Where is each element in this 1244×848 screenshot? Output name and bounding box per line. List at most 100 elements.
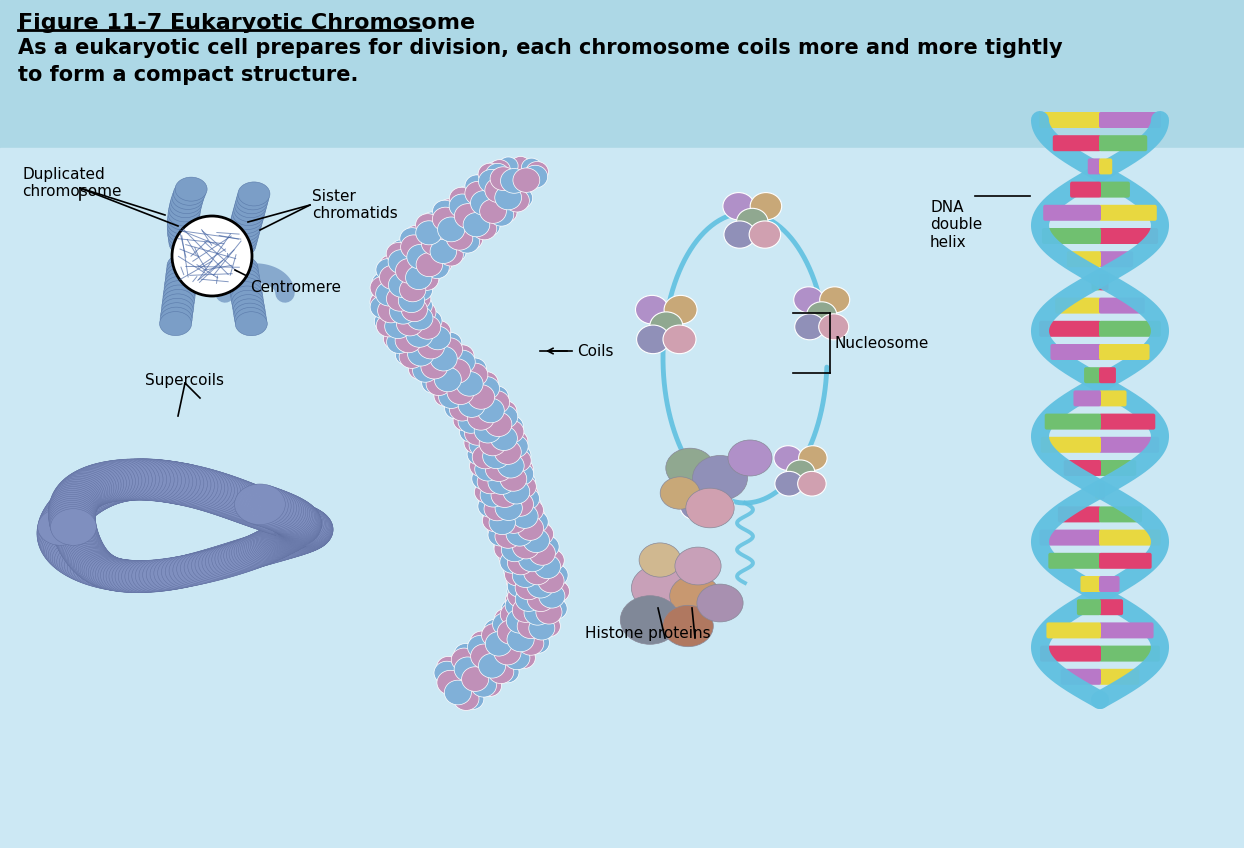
Ellipse shape	[44, 533, 87, 567]
Ellipse shape	[160, 307, 192, 331]
Ellipse shape	[60, 546, 102, 580]
Ellipse shape	[260, 494, 310, 533]
Ellipse shape	[521, 158, 541, 176]
Ellipse shape	[39, 506, 85, 544]
Ellipse shape	[464, 191, 484, 209]
Ellipse shape	[281, 506, 328, 544]
Ellipse shape	[449, 350, 475, 374]
Ellipse shape	[159, 464, 211, 505]
Ellipse shape	[208, 544, 248, 576]
Ellipse shape	[455, 231, 480, 253]
Ellipse shape	[661, 477, 700, 509]
Ellipse shape	[469, 433, 495, 457]
Ellipse shape	[164, 276, 197, 300]
Ellipse shape	[136, 560, 175, 592]
Ellipse shape	[425, 337, 445, 354]
Ellipse shape	[462, 416, 481, 436]
Ellipse shape	[271, 512, 317, 548]
Ellipse shape	[259, 522, 301, 556]
Ellipse shape	[45, 534, 88, 569]
Ellipse shape	[511, 647, 535, 668]
Ellipse shape	[437, 338, 463, 361]
Ellipse shape	[529, 616, 555, 640]
Ellipse shape	[175, 553, 214, 585]
Ellipse shape	[379, 306, 399, 325]
Ellipse shape	[374, 311, 397, 332]
Ellipse shape	[371, 276, 394, 299]
Ellipse shape	[471, 390, 490, 408]
Ellipse shape	[490, 501, 510, 519]
Ellipse shape	[279, 505, 326, 543]
Ellipse shape	[454, 657, 481, 682]
Ellipse shape	[470, 371, 491, 391]
Ellipse shape	[413, 229, 433, 248]
Ellipse shape	[164, 271, 197, 296]
Ellipse shape	[819, 314, 848, 340]
Ellipse shape	[510, 635, 530, 652]
Ellipse shape	[485, 164, 510, 185]
Ellipse shape	[438, 350, 458, 368]
FancyBboxPatch shape	[1098, 205, 1157, 220]
Ellipse shape	[224, 538, 265, 571]
Ellipse shape	[423, 237, 442, 254]
Ellipse shape	[398, 288, 424, 313]
Ellipse shape	[53, 517, 98, 553]
Text: Histone proteins: Histone proteins	[585, 626, 710, 641]
Ellipse shape	[486, 487, 506, 505]
Ellipse shape	[234, 535, 275, 568]
FancyBboxPatch shape	[1098, 437, 1159, 453]
Ellipse shape	[37, 510, 83, 547]
Ellipse shape	[455, 186, 476, 206]
Ellipse shape	[146, 461, 198, 503]
Ellipse shape	[143, 559, 182, 591]
FancyBboxPatch shape	[1040, 645, 1101, 661]
Ellipse shape	[285, 508, 331, 545]
Ellipse shape	[78, 462, 129, 503]
Ellipse shape	[504, 561, 525, 580]
Ellipse shape	[444, 235, 464, 253]
Ellipse shape	[474, 464, 495, 483]
Ellipse shape	[229, 538, 270, 570]
Ellipse shape	[637, 325, 669, 354]
Ellipse shape	[396, 259, 423, 283]
Ellipse shape	[447, 226, 473, 250]
Ellipse shape	[508, 550, 534, 575]
Ellipse shape	[462, 645, 483, 664]
Ellipse shape	[736, 209, 768, 236]
Ellipse shape	[78, 467, 128, 507]
Ellipse shape	[272, 502, 321, 540]
Ellipse shape	[489, 204, 514, 226]
Ellipse shape	[488, 524, 513, 546]
Ellipse shape	[60, 531, 103, 566]
Ellipse shape	[498, 454, 524, 478]
Ellipse shape	[192, 550, 231, 582]
Ellipse shape	[260, 522, 302, 555]
Ellipse shape	[52, 480, 101, 518]
Ellipse shape	[76, 463, 127, 504]
Ellipse shape	[508, 582, 530, 602]
Ellipse shape	[106, 560, 147, 592]
Ellipse shape	[56, 475, 104, 514]
Ellipse shape	[51, 483, 98, 522]
Ellipse shape	[244, 533, 285, 566]
Ellipse shape	[470, 652, 490, 670]
Ellipse shape	[235, 193, 266, 218]
Ellipse shape	[132, 560, 172, 592]
Ellipse shape	[504, 646, 530, 670]
Ellipse shape	[536, 600, 562, 624]
Ellipse shape	[195, 549, 235, 581]
Ellipse shape	[173, 181, 205, 205]
Ellipse shape	[56, 482, 104, 520]
Ellipse shape	[169, 231, 202, 255]
Ellipse shape	[184, 551, 224, 583]
Ellipse shape	[91, 460, 142, 501]
Ellipse shape	[475, 371, 498, 393]
Ellipse shape	[494, 608, 518, 629]
Ellipse shape	[505, 542, 525, 561]
Ellipse shape	[459, 421, 483, 443]
Ellipse shape	[101, 560, 141, 592]
Ellipse shape	[516, 507, 536, 525]
Ellipse shape	[275, 507, 321, 544]
Ellipse shape	[183, 470, 234, 511]
Ellipse shape	[49, 494, 96, 532]
